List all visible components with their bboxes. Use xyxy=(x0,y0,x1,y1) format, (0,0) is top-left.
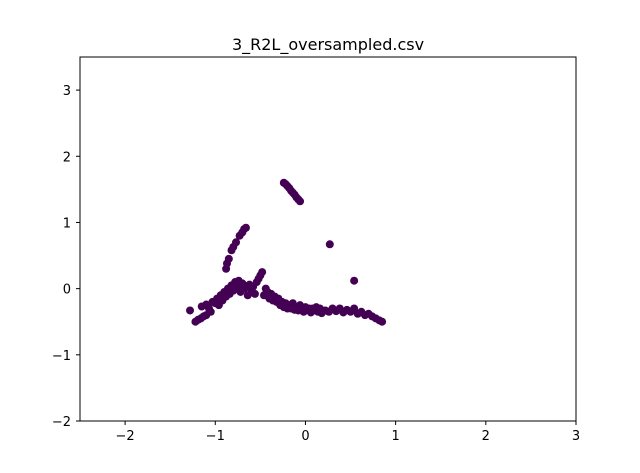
data-point xyxy=(241,223,250,232)
y-tick-label: −1 xyxy=(52,349,71,364)
data-point xyxy=(250,289,259,298)
x-tick-label: 1 xyxy=(391,429,399,444)
x-tick-label: −1 xyxy=(206,429,225,444)
data-point xyxy=(325,240,334,249)
data-point xyxy=(296,197,305,206)
y-tick-label: −2 xyxy=(52,415,71,430)
x-tick-label: 0 xyxy=(301,429,309,444)
y-tick-label: 3 xyxy=(63,84,71,99)
axes-layer: −2 −1 0 1 2 3 −2 −1 0 1 2 3 xyxy=(52,56,580,444)
x-tick-label: 3 xyxy=(572,429,580,444)
data-point xyxy=(186,306,195,315)
y-tick-label: 1 xyxy=(63,216,71,231)
plot-frame xyxy=(79,56,577,422)
y-tick-label: 2 xyxy=(63,150,71,165)
chart-title: 3_R2L_oversampled.csv xyxy=(232,35,424,55)
x-tick-label: −2 xyxy=(116,429,135,444)
data-point xyxy=(350,276,359,285)
data-point xyxy=(378,317,387,326)
data-point xyxy=(258,268,267,277)
data-point xyxy=(224,254,233,263)
y-tick-label: 0 xyxy=(63,283,71,298)
x-tick-label: 2 xyxy=(482,429,490,444)
data-point xyxy=(206,307,215,316)
points-layer xyxy=(186,178,387,326)
data-point xyxy=(232,238,241,247)
